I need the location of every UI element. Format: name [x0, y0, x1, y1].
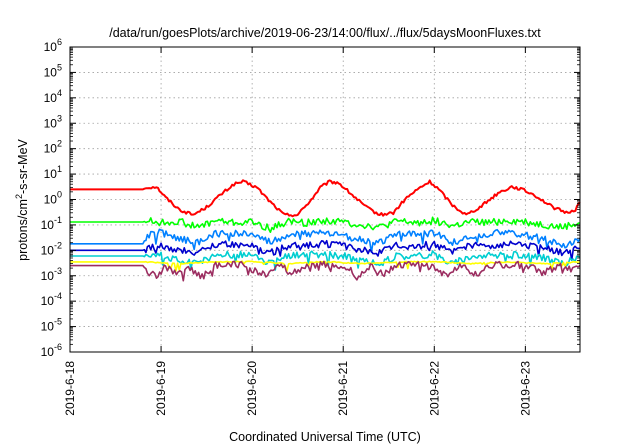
- y-axis-label: protons/cm2-s-sr-MeV: [14, 138, 30, 260]
- y-tick-label-base: 10: [41, 320, 55, 334]
- y-tick-label-base: 10: [41, 243, 55, 257]
- y-tick-label: 103: [44, 113, 62, 130]
- x-axis-label: Coordinated Universal Time (UTC): [229, 430, 421, 444]
- y-tick-label-exponent: -6: [54, 342, 62, 352]
- x-tick-label: 2019-6-22: [427, 361, 441, 416]
- y-tick-label-exponent: -3: [54, 266, 62, 276]
- y-tick-label: 104: [44, 88, 62, 105]
- x-tick-label: 2019-6-18: [63, 361, 77, 416]
- x-tick-label: 2019-6-21: [336, 361, 350, 416]
- y-tick-label-base: 10: [41, 345, 55, 359]
- axis-ticks: [69, 46, 580, 353]
- y-tick-label-base: 10: [44, 116, 58, 130]
- y-tick-label-base: 10: [44, 65, 58, 79]
- y-tick-label-exponent: 1: [57, 164, 62, 174]
- series-line: [70, 216, 581, 233]
- y-tick-label: 101: [44, 164, 62, 181]
- y-tick-label-exponent: -2: [54, 240, 62, 250]
- series-line: [70, 260, 581, 282]
- x-tick-label: 2019-6-20: [245, 361, 259, 416]
- y-tick-label-base: 10: [44, 167, 58, 181]
- y-tick-label-base: 10: [44, 142, 58, 156]
- y-tick-label-exponent: -4: [54, 291, 62, 301]
- y-tick-label-base: 10: [44, 91, 58, 105]
- y-tick-label: 10-5: [41, 317, 62, 334]
- series-line: [70, 228, 581, 253]
- y-axis-label-part: -s-sr-MeV: [16, 138, 30, 194]
- y-tick-label: 10-2: [41, 240, 62, 257]
- y-axis-label-part: protons/cm: [16, 199, 30, 261]
- y-tick-label: 100: [44, 190, 62, 207]
- y-tick-labels: 10-610-510-410-310-210-11001011021031041…: [41, 37, 62, 359]
- y-tick-label-base: 10: [41, 218, 55, 232]
- grid-lines: [70, 47, 580, 352]
- y-tick-label-exponent: 0: [57, 190, 62, 200]
- x-tick-label: 2019-6-19: [154, 361, 168, 416]
- y-tick-label: 10-3: [41, 266, 62, 283]
- y-tick-label-exponent: 6: [57, 37, 62, 47]
- x-tick-labels: 2019-6-18 2019-6-19 2019-6-20 2019-6-21 2019…: [63, 361, 532, 416]
- y-tick-label-exponent: 2: [57, 139, 62, 149]
- y-tick-label: 105: [44, 62, 62, 79]
- y-tick-label: 10-1: [41, 215, 62, 232]
- y-axis-label-superscript: 2: [14, 194, 24, 199]
- y-tick-label: 10-6: [41, 342, 62, 359]
- y-tick-label: 102: [44, 139, 62, 156]
- y-tick-label-exponent: 4: [57, 88, 62, 98]
- series-line: [70, 250, 581, 271]
- y-tick-label-base: 10: [44, 40, 58, 54]
- y-tick-label-exponent: 3: [57, 113, 62, 123]
- series-line: [70, 179, 581, 218]
- y-tick-label: 10-4: [41, 291, 62, 308]
- y-tick-label-base: 10: [44, 193, 58, 207]
- y-tick-label-base: 10: [41, 269, 55, 283]
- y-tick-label: 106: [44, 37, 62, 54]
- series-line: [70, 239, 581, 262]
- y-tick-label-exponent: -5: [54, 317, 62, 327]
- x-tick-label: 2019-6-23: [518, 361, 532, 416]
- y-tick-label-base: 10: [41, 294, 55, 308]
- y-tick-label-exponent: -1: [54, 215, 62, 225]
- y-tick-label-exponent: 5: [57, 62, 62, 72]
- data-series: [70, 179, 581, 282]
- chart-title: /data/run/goesPlots/archive/2019-06-23/1…: [109, 26, 541, 40]
